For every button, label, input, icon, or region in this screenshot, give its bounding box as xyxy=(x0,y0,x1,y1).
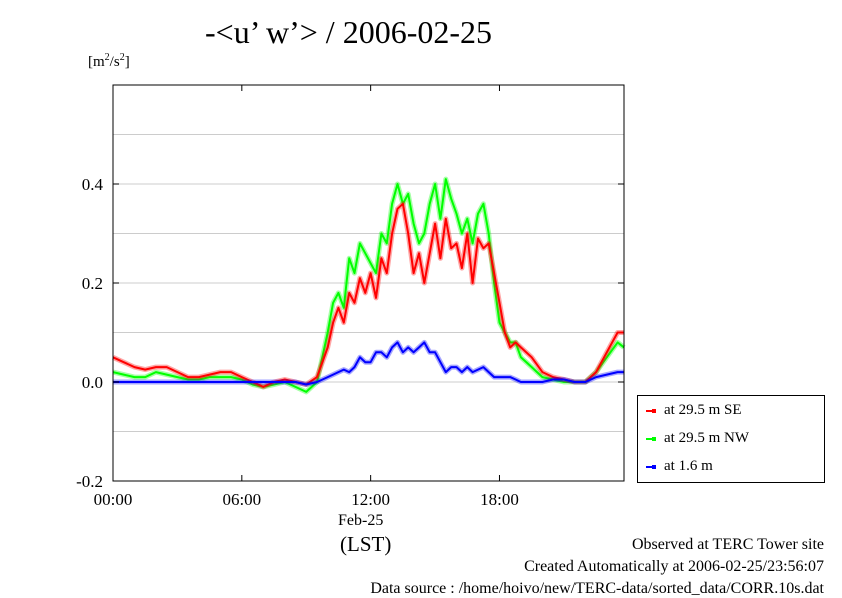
footer-site: Observed at TERC Tower site xyxy=(631,536,824,553)
y-tick-label: 0.2 xyxy=(82,274,103,293)
legend-swatch-se xyxy=(646,409,656,412)
y-axis-unit: [m2/s2] xyxy=(88,52,130,70)
series-line-se xyxy=(112,202,624,388)
footer-created: Created Automatically at 2006-02-25/23:5… xyxy=(524,558,824,575)
x-axis-timezone-label: (LST) xyxy=(340,532,392,556)
x-axis-ticks: 00:00 06:00 12:00 18:00 xyxy=(94,85,519,509)
legend-item-nw: at 29.5 m NW xyxy=(646,430,749,447)
legend-swatch-1-6m xyxy=(646,465,656,468)
legend-item-se: at 29.5 m SE xyxy=(646,402,742,419)
x-tick-label: 06:00 xyxy=(222,490,261,509)
legend: at 29.5 m SE at 29.5 m NW at 1.6 m xyxy=(637,395,825,483)
y-axis-ticks: -0.2 0.0 0.2 0.4 xyxy=(76,175,624,491)
legend-dot-nw xyxy=(652,436,656,441)
legend-swatch-nw xyxy=(646,437,656,440)
y-tick-label: -0.2 xyxy=(76,472,103,491)
legend-label-1-6m: at 1.6 m xyxy=(664,458,713,474)
y-tick-label: 0.4 xyxy=(82,175,104,194)
x-tick-label: 12:00 xyxy=(351,490,390,509)
chart-title: -<u’ w’> / 2006-02-25 xyxy=(205,14,492,50)
y-tick-label: 0.0 xyxy=(82,373,103,392)
legend-label-se: at 29.5 m SE xyxy=(664,402,742,418)
series-line-1-6m xyxy=(113,341,624,386)
x-axis-date-label: Feb-25 xyxy=(338,512,384,529)
legend-label-nw: at 29.5 m NW xyxy=(664,430,749,446)
footer-source: Data source : /home/hoivo/new/TERC-data/… xyxy=(370,580,824,597)
legend-dot-se xyxy=(652,408,656,413)
grid-lines xyxy=(113,134,624,432)
x-tick-label: 18:00 xyxy=(480,490,519,509)
legend-dot-1-6m xyxy=(652,464,656,469)
series-line-se-halo xyxy=(111,201,624,390)
series-layer xyxy=(111,176,626,395)
x-tick-label: 00:00 xyxy=(94,490,133,509)
legend-item-1-6m: at 1.6 m xyxy=(646,458,713,475)
